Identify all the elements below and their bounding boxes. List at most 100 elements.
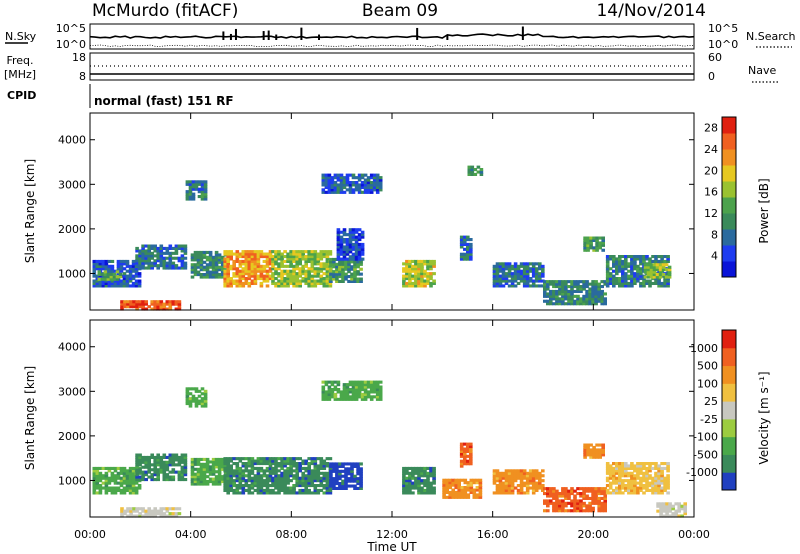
data-cell bbox=[354, 392, 359, 396]
data-cell bbox=[366, 383, 371, 387]
data-cell bbox=[411, 471, 415, 475]
data-cell bbox=[534, 284, 539, 288]
data-cell bbox=[426, 272, 430, 276]
data-cell bbox=[250, 484, 255, 488]
data-cell bbox=[507, 484, 512, 488]
data-cell bbox=[654, 257, 658, 261]
data-cell bbox=[177, 470, 182, 474]
data-cell bbox=[280, 257, 284, 261]
data-cell bbox=[274, 267, 278, 271]
data-cell bbox=[372, 185, 377, 189]
data-cell bbox=[135, 470, 139, 474]
data-cell bbox=[423, 284, 427, 288]
data-cell bbox=[567, 489, 571, 493]
data-cell bbox=[125, 476, 130, 480]
data-cell bbox=[292, 269, 296, 273]
data-cell bbox=[516, 488, 521, 492]
data-cell bbox=[253, 252, 258, 256]
data-cell bbox=[454, 486, 458, 490]
data-cell bbox=[223, 476, 227, 480]
data-cell bbox=[313, 459, 318, 463]
data-cell bbox=[657, 466, 661, 470]
data-cell bbox=[348, 255, 353, 259]
freq-unit-label: [MHz] bbox=[4, 68, 36, 81]
data-cell bbox=[423, 469, 427, 473]
data-cell bbox=[162, 453, 167, 457]
data-cell bbox=[229, 457, 233, 461]
data-cell bbox=[469, 459, 473, 463]
data-cell bbox=[137, 281, 142, 285]
data-cell bbox=[256, 479, 261, 483]
data-cell bbox=[329, 474, 333, 478]
data-cell bbox=[342, 238, 347, 242]
data-cell bbox=[131, 471, 136, 475]
data-cell bbox=[125, 259, 130, 263]
data-cell bbox=[165, 475, 170, 479]
data-cell bbox=[113, 284, 118, 288]
data-cell bbox=[612, 469, 616, 473]
data-cell bbox=[608, 281, 613, 285]
data-cell bbox=[203, 190, 208, 194]
data-cell bbox=[138, 470, 142, 474]
data-cell bbox=[600, 509, 604, 513]
data-cell bbox=[125, 284, 130, 288]
data-cell bbox=[185, 192, 190, 196]
data-cell bbox=[310, 277, 315, 281]
data-cell bbox=[268, 491, 273, 495]
data-cell bbox=[378, 183, 383, 187]
data-cell bbox=[344, 482, 348, 486]
data-cell bbox=[534, 474, 539, 478]
data-cell bbox=[417, 281, 421, 285]
data-cell bbox=[310, 262, 315, 266]
data-cell bbox=[238, 476, 243, 480]
data-cell bbox=[420, 481, 424, 485]
data-cell bbox=[347, 477, 351, 481]
data-cell bbox=[205, 465, 210, 469]
data-cell bbox=[214, 253, 219, 257]
data-cell bbox=[555, 282, 559, 286]
data-cell bbox=[301, 488, 305, 492]
data-cell bbox=[603, 280, 607, 284]
data-cell bbox=[319, 462, 324, 466]
colorbar-tick-label: 500 bbox=[697, 360, 718, 373]
data-cell bbox=[598, 453, 602, 457]
data-cell bbox=[336, 233, 341, 237]
data-cell bbox=[510, 481, 515, 485]
data-cell bbox=[375, 397, 380, 401]
data-cell bbox=[576, 504, 580, 508]
data-cell bbox=[588, 299, 592, 303]
data-cell bbox=[345, 176, 350, 180]
data-cell bbox=[328, 491, 333, 495]
data-cell bbox=[128, 274, 133, 278]
data-cell bbox=[546, 504, 550, 508]
data-cell bbox=[351, 390, 356, 394]
data-cell bbox=[138, 305, 142, 309]
data-cell bbox=[507, 279, 512, 283]
data-cell bbox=[193, 462, 198, 466]
data-cell bbox=[141, 305, 145, 309]
data-cell bbox=[662, 507, 666, 511]
data-cell bbox=[463, 481, 468, 485]
data-cell bbox=[292, 274, 296, 278]
data-cell bbox=[280, 259, 284, 263]
data-cell bbox=[250, 462, 255, 466]
data-cell bbox=[134, 284, 139, 288]
data-cell bbox=[538, 479, 542, 483]
data-cell bbox=[223, 457, 227, 461]
data-cell bbox=[531, 474, 536, 478]
data-cell bbox=[423, 281, 427, 285]
data-cell bbox=[199, 263, 204, 267]
data-cell bbox=[256, 459, 261, 463]
data-cell bbox=[110, 279, 115, 283]
data-cell bbox=[185, 402, 190, 406]
data-cell bbox=[95, 476, 100, 480]
data-cell bbox=[98, 479, 103, 483]
data-cell bbox=[543, 299, 547, 303]
data-cell bbox=[250, 476, 255, 480]
data-cell bbox=[595, 450, 599, 454]
data-cell bbox=[147, 455, 151, 459]
data-cell bbox=[408, 471, 412, 475]
data-cell bbox=[138, 460, 142, 464]
data-cell bbox=[475, 481, 480, 485]
data-cell bbox=[630, 262, 634, 266]
